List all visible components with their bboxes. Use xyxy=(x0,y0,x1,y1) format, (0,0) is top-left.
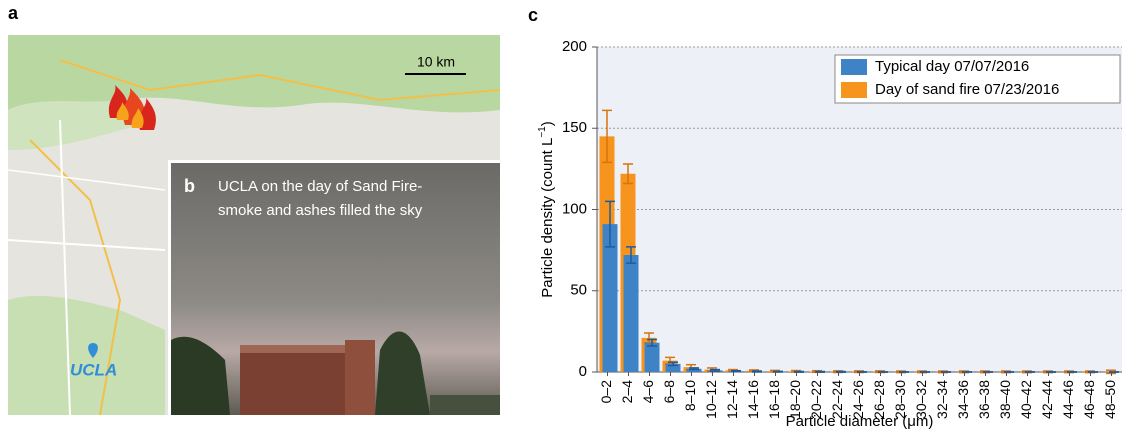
x-tick-label: 16–18 xyxy=(766,380,782,419)
error-bar xyxy=(605,200,615,248)
legend-swatch xyxy=(841,82,867,98)
y-axis-label-part: Particle density (count L xyxy=(539,138,556,298)
photo: b UCLA on the day of Sand Fire- smoke an… xyxy=(168,160,500,415)
error-bar xyxy=(815,370,825,373)
y-tick-label: 200 xyxy=(562,38,587,55)
panel-letter: c xyxy=(528,5,538,25)
x-tick-label: 8–10 xyxy=(682,380,698,411)
error-bar xyxy=(752,370,762,373)
x-tick-label: 2–4 xyxy=(619,380,635,404)
y-axis-label-part: −1 xyxy=(537,126,548,138)
bar xyxy=(665,363,681,372)
legend-swatch xyxy=(841,59,867,75)
x-tick-label: 24–26 xyxy=(850,380,866,419)
caption: smoke and ashes filled the sky xyxy=(218,202,423,219)
y-axis-label-part: ) xyxy=(539,121,556,126)
panel-letter: b xyxy=(184,176,195,196)
x-tick-label: 32–34 xyxy=(934,380,950,419)
bar xyxy=(644,342,660,372)
x-tick-label: 6–8 xyxy=(661,380,677,404)
error-bar xyxy=(731,369,741,373)
error-bar xyxy=(626,246,636,264)
y-tick-label: 0 xyxy=(579,363,587,380)
panel-letter: a xyxy=(8,3,19,23)
x-tick-label: 12–14 xyxy=(724,380,740,419)
x-tick-label: 10–12 xyxy=(703,380,719,419)
x-tick-label: 36–38 xyxy=(976,380,992,419)
fire-icon xyxy=(108,85,156,130)
x-tick-label: 34–36 xyxy=(955,380,971,419)
error-bar xyxy=(836,370,846,373)
x-tick-label: 22–24 xyxy=(829,380,845,419)
legend xyxy=(834,54,1121,104)
y-axis-label: Particle density (count L−1) xyxy=(537,121,556,297)
x-tick-label: 46–48 xyxy=(1081,380,1097,419)
x-tick-label: 4–6 xyxy=(640,380,656,404)
legend-label: Day of sand fire 07/23/2016 xyxy=(875,81,1059,98)
x-axis-label: Particle diameter (μm) xyxy=(786,413,934,430)
error-bar xyxy=(689,367,699,371)
error-bar xyxy=(710,368,720,372)
legend-label: Typical day 07/07/2016 xyxy=(875,58,1029,75)
error-bar xyxy=(668,361,678,367)
x-tick-label: 28–30 xyxy=(892,380,908,419)
x-tick-label: 20–22 xyxy=(808,380,824,419)
y-tick-label: 100 xyxy=(562,200,587,217)
x-tick-label: 48–50 xyxy=(1102,380,1118,419)
error-bar xyxy=(647,338,657,347)
y-tick-label: 150 xyxy=(562,119,587,136)
x-tick-label: 40–42 xyxy=(1018,380,1034,419)
bar xyxy=(623,255,639,372)
error-bar xyxy=(602,109,612,164)
bar-chart: 0 50 100 150 200 0–2 2–4 4–6 6–8 8–10 10–12 12–14 14… xyxy=(537,38,1122,430)
place-label: UCLA xyxy=(70,360,117,379)
bar xyxy=(602,224,618,372)
bar xyxy=(686,368,702,372)
x-tick-label: 38–40 xyxy=(997,380,1013,419)
scale-label: 10 km xyxy=(417,54,455,70)
x-tick-label: 44–46 xyxy=(1060,380,1076,419)
y-tick-label: 50 xyxy=(570,282,587,299)
x-tick-label: 14–16 xyxy=(745,380,761,419)
error-bar xyxy=(773,370,783,373)
x-tick-label: 42–44 xyxy=(1039,380,1055,419)
caption: UCLA on the day of Sand Fire- xyxy=(218,178,422,195)
x-tick-label: 30–32 xyxy=(913,380,929,419)
x-tick-label: 26–28 xyxy=(871,380,887,419)
x-tick-label: 18–20 xyxy=(787,380,803,419)
error-bar xyxy=(794,370,804,373)
x-tick-label: 0–2 xyxy=(598,380,614,404)
error-bar xyxy=(623,163,633,185)
